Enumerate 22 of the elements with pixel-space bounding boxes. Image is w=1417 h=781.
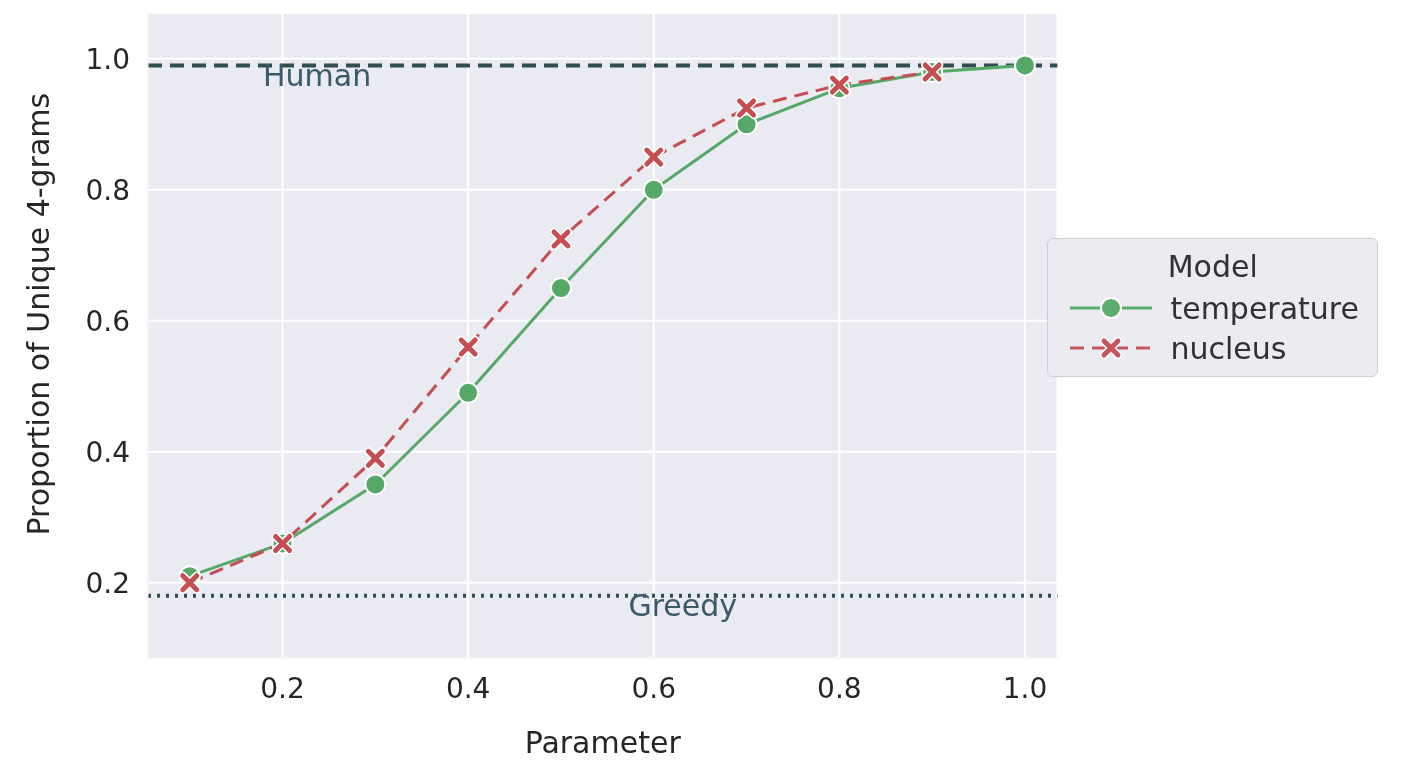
y-tick-label: 0.6 [85,304,130,338]
x-tick-label: 1.0 [1002,671,1048,705]
y-tick-label: 1.0 [85,42,130,76]
legend-label: nucleus [1170,330,1287,366]
legend-title: Model [1166,249,1259,284]
ref-line-label: Human [263,57,372,93]
y-tick-label: 0.2 [85,566,130,600]
y-axis-title: Proportion of Unique 4-grams [20,92,56,536]
y-tick-label: 0.4 [85,435,130,469]
point [457,381,480,404]
x-tick-label: 0.8 [817,671,862,705]
point [364,473,387,496]
x-tick-label: 0.4 [445,671,491,705]
ref-line-label: Greedy [628,588,738,624]
x-axis-title: Parameter [524,725,682,760]
point [642,178,665,201]
x-tick-label: 0.2 [260,671,305,705]
y-tick-label: 0.8 [85,173,130,207]
point [549,277,572,300]
point [1013,54,1036,77]
legend-label: temperature [1170,290,1359,326]
x-tick-label: 0.6 [631,671,677,705]
